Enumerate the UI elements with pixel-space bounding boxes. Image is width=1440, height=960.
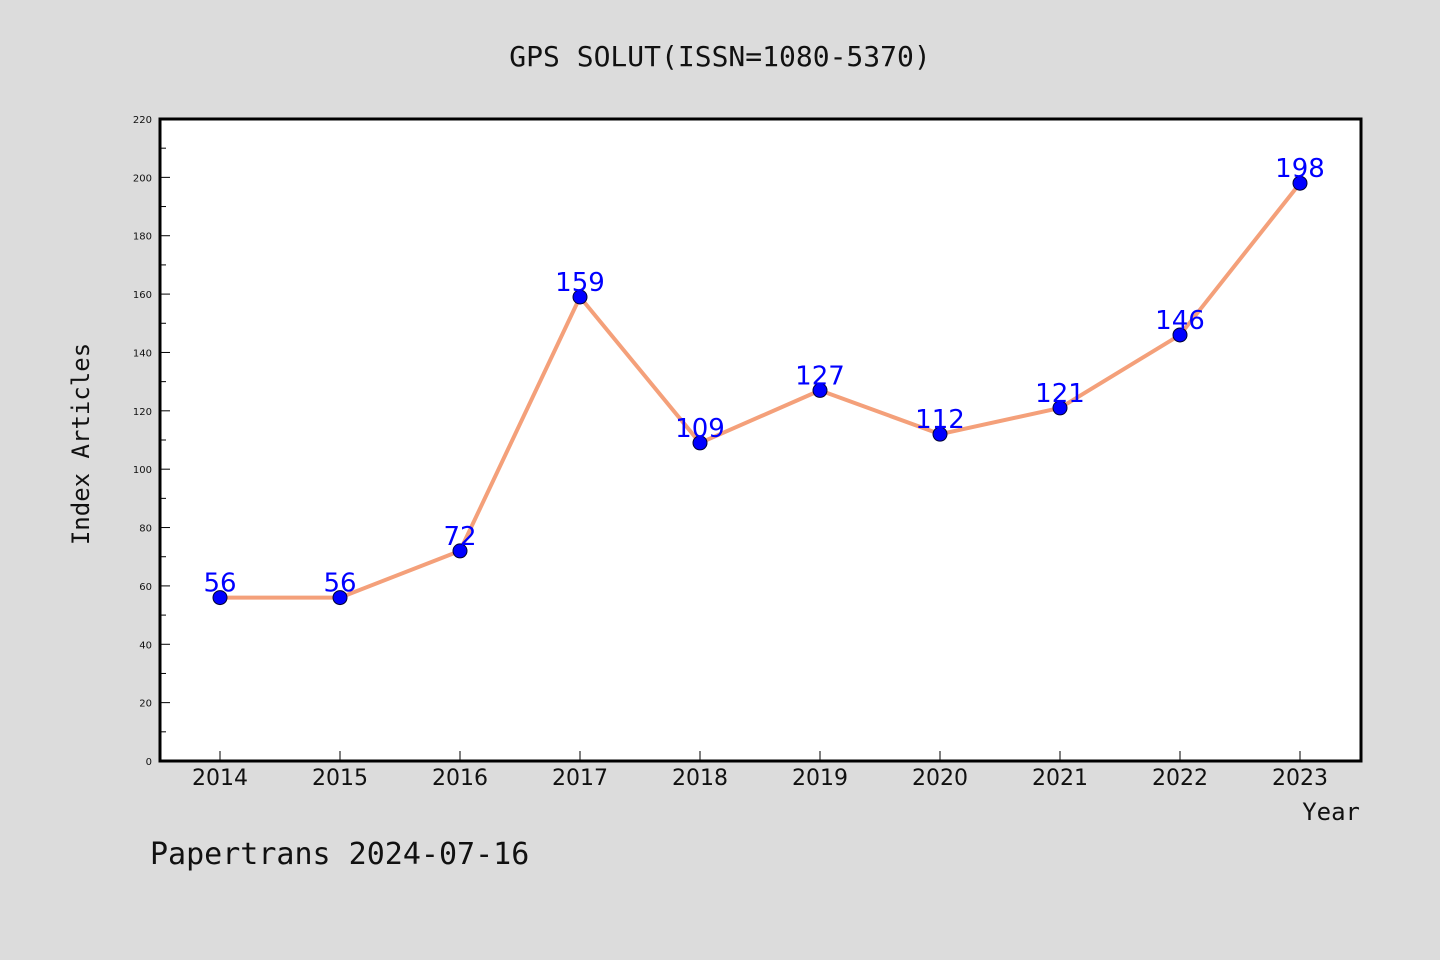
data-point — [1292, 175, 1308, 191]
y-tick-label: 160 — [133, 290, 152, 301]
y-tick-label: 200 — [133, 173, 152, 184]
y-tick-label: 120 — [133, 407, 152, 418]
x-tick-label: 2023 — [1272, 766, 1328, 791]
chart-title: GPS SOLUT(ISSN=1080-5370) — [509, 40, 930, 73]
data-label: 121 — [1035, 379, 1085, 409]
data-points — [212, 175, 1308, 606]
data-point — [572, 289, 588, 305]
data-point — [932, 426, 948, 442]
data-label: 109 — [675, 414, 725, 444]
plot-area — [158, 117, 1363, 763]
data-point — [332, 590, 348, 606]
x-tick-label: 2021 — [1032, 766, 1088, 791]
data-label: 159 — [555, 268, 605, 298]
y-axis-ticks: 0 20 40 60 80 100 120 140 160 180 200 220 — [133, 115, 170, 768]
x-tick-label: 2019 — [792, 766, 848, 791]
y-tick-label: 140 — [133, 348, 152, 359]
data-point — [452, 543, 468, 559]
x-tick-label: 2022 — [1152, 766, 1208, 791]
y-tick-label: 0 — [146, 757, 152, 768]
x-tick-label: 2018 — [672, 766, 728, 791]
y-axis-label: Index Articles — [67, 343, 95, 545]
y-tick-label: 180 — [133, 232, 152, 243]
series-line-group — [218, 181, 1302, 600]
y-tick-label: 60 — [139, 582, 152, 593]
x-tick-label: 2015 — [312, 766, 368, 791]
data-label: 56 — [203, 569, 236, 599]
data-labels: 56 56 72 159 109 127 112 121 146 198 — [203, 154, 1324, 598]
x-tick-label: 2016 — [432, 766, 488, 791]
x-axis-ticks: 2014 2015 2016 2017 2018 2019 2020 2021 2022 2023 — [192, 751, 1328, 791]
x-axis-label: Year — [1302, 798, 1360, 826]
y-tick-label: 220 — [133, 115, 152, 126]
x-tick-label: 2014 — [192, 766, 248, 791]
data-label: 198 — [1275, 154, 1325, 184]
y-tick-label: 80 — [139, 524, 152, 535]
data-label: 146 — [1155, 306, 1205, 336]
footer-watermark: Papertrans 2024-07-16 — [150, 837, 529, 872]
data-label: 56 — [323, 569, 356, 599]
data-label: 72 — [443, 522, 476, 552]
data-point — [212, 590, 228, 606]
data-label: 127 — [795, 361, 845, 391]
series-line — [218, 181, 1302, 600]
data-point — [812, 382, 828, 398]
y-tick-label: 40 — [139, 640, 152, 651]
data-point — [1052, 400, 1068, 416]
data-point — [1172, 327, 1188, 343]
data-label: 112 — [915, 405, 965, 435]
data-point — [692, 435, 708, 451]
x-tick-label: 2017 — [552, 766, 608, 791]
y-tick-label: 100 — [133, 465, 152, 476]
y-tick-label: 20 — [139, 699, 152, 710]
x-tick-label: 2020 — [912, 766, 968, 791]
